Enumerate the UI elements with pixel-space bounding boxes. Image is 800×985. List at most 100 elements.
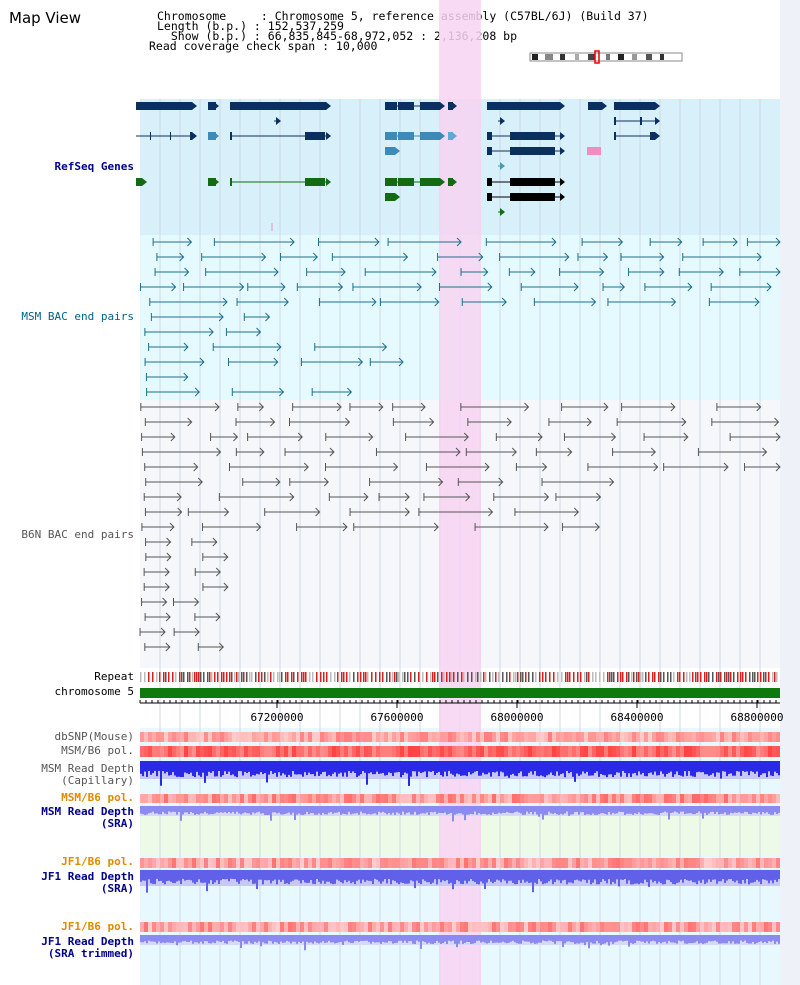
- depth-bar: [164, 761, 166, 774]
- depth-bar: [776, 761, 778, 774]
- depth-bar: [362, 761, 364, 772]
- repeat-mark: [140, 672, 142, 682]
- repeat-mark: [716, 672, 718, 682]
- track-label-jf1-b6-pol: JF1/B6 pol.: [61, 855, 134, 868]
- depth-bar: [256, 806, 258, 813]
- depth-bar: [730, 761, 732, 774]
- depth-bar: [278, 935, 280, 944]
- track-label-refseq[interactable]: RefSeq Genes: [54, 160, 134, 173]
- pol-cell: [500, 858, 504, 868]
- pol-cell: [556, 732, 560, 742]
- depth-bar: [522, 870, 524, 880]
- depth-bar: [464, 870, 466, 881]
- pol-cell: [384, 746, 388, 757]
- bac-arrow: [273, 357, 279, 367]
- depth-bar: [322, 761, 324, 773]
- depth-bar: [602, 761, 604, 775]
- repeat-mark: [198, 672, 200, 682]
- pol-cell: [584, 746, 588, 757]
- depth-bar: [484, 935, 486, 943]
- depth-bar: [564, 870, 566, 880]
- depth-bar: [306, 935, 308, 942]
- pol-cell: [748, 746, 752, 757]
- depth-bar: [540, 935, 542, 943]
- bac-arrow: [775, 267, 781, 277]
- pol-cell: [184, 746, 188, 757]
- depth-bar: [684, 870, 686, 880]
- depth-bar: [614, 870, 616, 884]
- depth-bar: [732, 935, 734, 942]
- pol-cell: [156, 746, 160, 757]
- pol-cell: [168, 732, 172, 742]
- pol-cell: [612, 746, 616, 757]
- depth-bar: [178, 935, 180, 943]
- gene-arrow: [326, 102, 331, 110]
- repeat-mark: [430, 672, 432, 682]
- repeat-mark: [774, 672, 776, 682]
- pol-cell: [760, 746, 764, 757]
- bac-arrow: [718, 267, 724, 277]
- depth-bar: [350, 870, 352, 884]
- pol-cell: [368, 732, 372, 742]
- pol-cell: [484, 858, 488, 868]
- pol-cell: [476, 732, 480, 742]
- depth-bar: [552, 870, 554, 885]
- pol-cell: [392, 922, 396, 932]
- pol-cell: [560, 858, 564, 868]
- depth-bar: [270, 935, 272, 942]
- depth-bar: [254, 870, 256, 884]
- depth-bar: [400, 806, 402, 815]
- bac-arrow: [659, 252, 665, 262]
- depth-bar: [386, 761, 388, 775]
- gene-exon: [208, 178, 216, 186]
- pol-cell: [612, 922, 616, 932]
- depth-bar: [314, 870, 316, 885]
- depth-bar: [500, 761, 502, 772]
- track-label-msm-bac[interactable]: MSM BAC end pairs: [21, 310, 134, 323]
- pol-cell: [520, 858, 524, 868]
- pol-cell: [396, 732, 400, 742]
- depth-bar: [530, 761, 532, 772]
- pol-cell: [304, 858, 308, 868]
- pol-cell: [412, 732, 416, 742]
- gene-exon: [614, 132, 616, 140]
- depth-bar: [630, 870, 632, 885]
- depth-bar: [570, 870, 572, 883]
- pol-cell: [636, 746, 640, 757]
- repeat-mark: [509, 672, 511, 682]
- depth-bar: [700, 935, 702, 943]
- depth-bar: [232, 935, 234, 942]
- pol-cell: [220, 922, 224, 932]
- repeat-mark: [217, 672, 219, 682]
- depth-bar: [708, 935, 710, 942]
- pol-cell: [260, 922, 264, 932]
- pol-cell: [592, 746, 596, 757]
- depth-bar: [290, 935, 292, 944]
- depth-bar: [210, 935, 212, 944]
- depth-bar: [662, 761, 664, 774]
- repeat-mark: [663, 672, 665, 682]
- pol-cell: [236, 746, 240, 757]
- pol-cell: [396, 922, 400, 932]
- bac-arrow: [329, 447, 335, 457]
- depth-bar: [370, 935, 372, 944]
- gene-exon: [487, 132, 492, 140]
- repeat-mark: [189, 672, 191, 682]
- depth-bar: [484, 761, 486, 775]
- depth-bar: [476, 935, 478, 941]
- repeat-mark: [181, 672, 183, 682]
- pol-cell: [304, 746, 308, 757]
- depth-bar: [386, 935, 388, 943]
- repeat-mark: [577, 672, 579, 682]
- depth-bar: [292, 935, 294, 942]
- depth-bar: [424, 761, 426, 772]
- depth-bar: [384, 935, 386, 943]
- pol-cell: [328, 922, 332, 932]
- depth-bar: [334, 761, 336, 773]
- depth-bar: [418, 761, 420, 772]
- track-label-b6n-bac[interactable]: B6N BAC end pairs: [21, 528, 134, 541]
- depth-bar: [596, 935, 598, 941]
- pol-cell: [328, 858, 332, 868]
- depth-bar: [668, 806, 670, 820]
